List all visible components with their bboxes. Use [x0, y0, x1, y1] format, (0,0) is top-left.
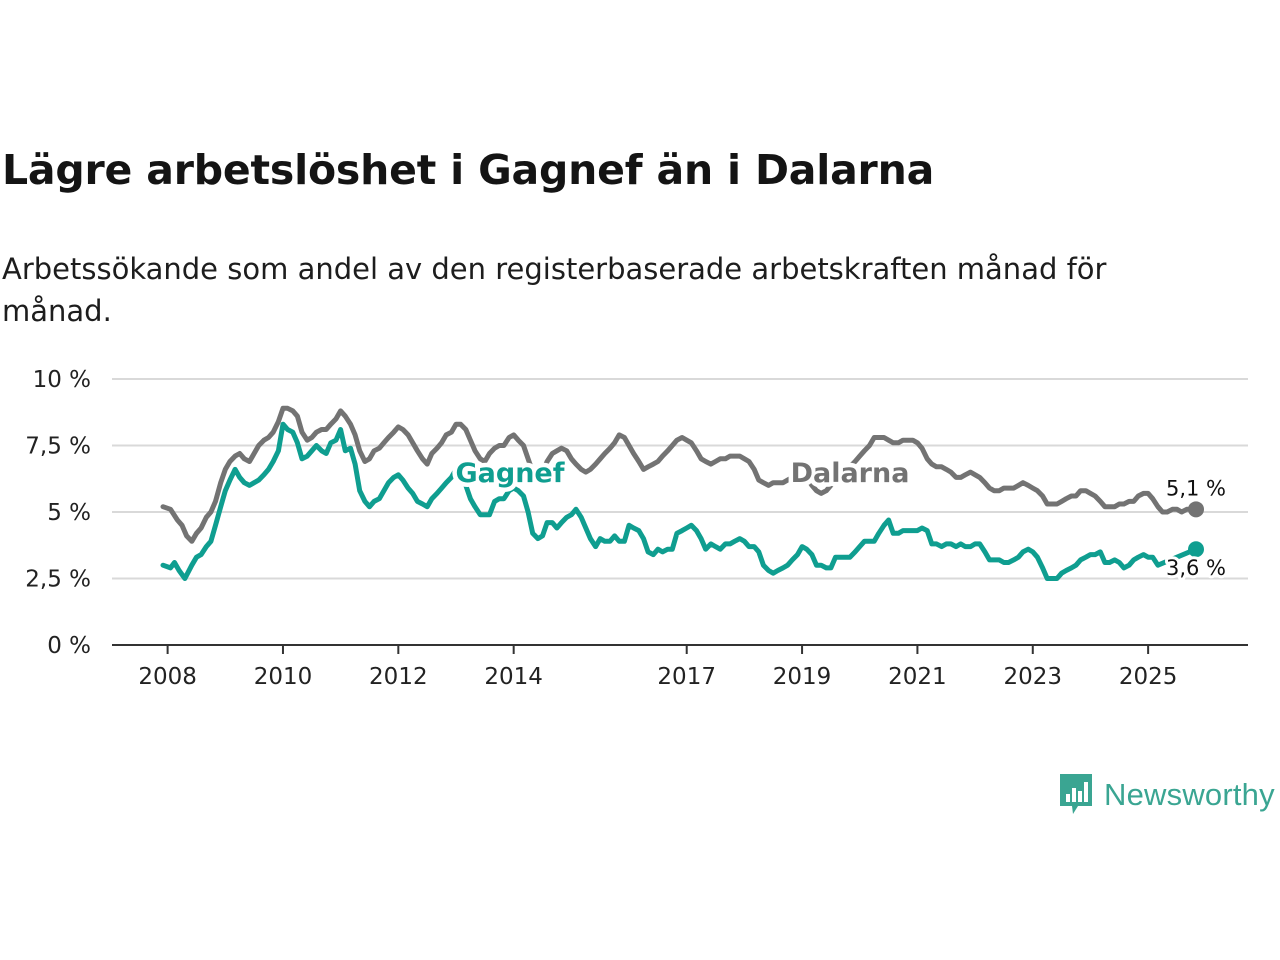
x-tick-label: 2019	[773, 664, 832, 690]
series-end-point-dalarna	[1188, 501, 1204, 518]
x-tick-label: 2010	[254, 664, 313, 690]
chart-subtitle: Arbetssökande som andel av den registerb…	[2, 252, 1107, 328]
y-tick-label: 7,5 %	[25, 434, 91, 460]
series-line-dalarna	[160, 405, 1199, 544]
annotations: Dalarna 5,1 % Gagnef 3,6 %	[451, 454, 1229, 584]
y-tick-label: 5 %	[47, 500, 91, 526]
axes: 0 % 2,5 % 5 % 7,5 % 10 % 2008 2010 2012 2014 2017…	[25, 367, 1248, 690]
x-tick-label: 2021	[888, 664, 947, 690]
series-line-gagnef	[160, 421, 1199, 581]
end-value-label-gagnef: 3,6 %	[1166, 556, 1226, 580]
series-label-gagnef: Gagnef	[456, 458, 565, 489]
x-tick-label: 2012	[369, 664, 428, 690]
newsworthy-logo-icon	[1060, 774, 1092, 814]
series-end-point-gagnef	[1188, 541, 1204, 558]
y-tick-label: 0 %	[47, 633, 91, 659]
newsworthy-brand: Newsworthy	[1058, 772, 1275, 818]
end-value-label-dalarna: 5,1 %	[1166, 476, 1226, 500]
line-chart: 0 % 2,5 % 5 % 7,5 % 10 % 2008 2010 2012 2014 2017…	[25, 367, 1248, 690]
x-tick-label: 2008	[138, 664, 197, 690]
x-tick-label: 2023	[1003, 664, 1062, 690]
brand-name: Newsworthy	[1104, 777, 1275, 812]
series-label-dalarna: Dalarna	[791, 458, 910, 489]
x-tick-label: 2025	[1119, 664, 1178, 690]
x-tick-label: 2014	[484, 664, 543, 690]
x-tick-label: 2017	[657, 664, 716, 690]
series-lines	[160, 405, 1204, 581]
y-tick-label: 10 %	[33, 367, 91, 393]
y-tick-label: 2,5 %	[25, 567, 91, 593]
chart-title: Lägre arbetslöshet i Gagnef än i Dalarna	[2, 146, 935, 194]
